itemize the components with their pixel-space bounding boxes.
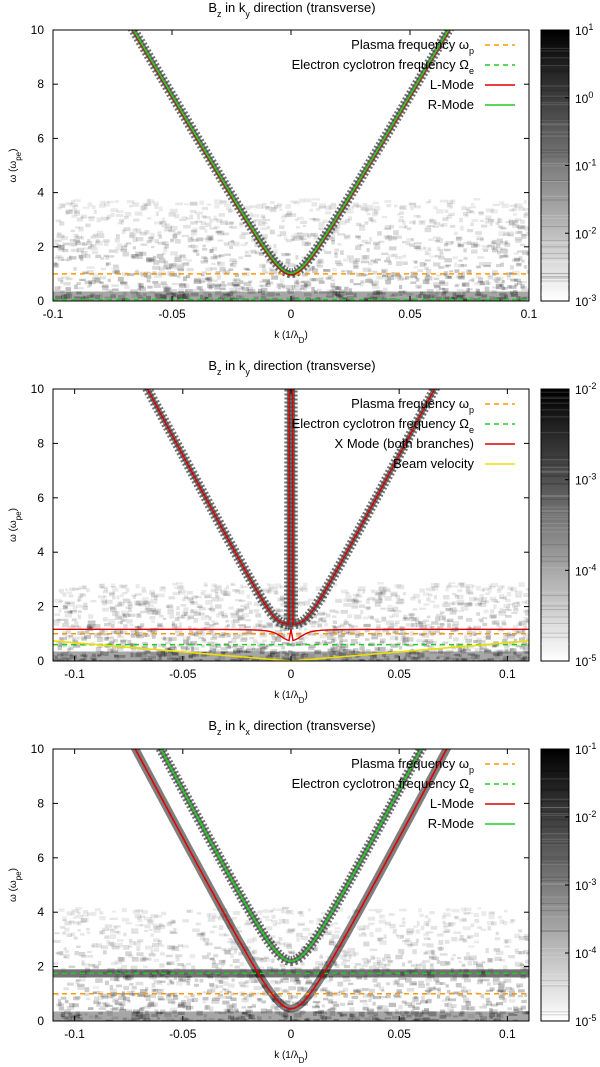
x-tick-label: 0.1 xyxy=(499,1027,516,1041)
theory-lines xyxy=(53,389,529,661)
y-tick-label: 8 xyxy=(37,436,44,450)
colorbar-tick-label: 10-1 xyxy=(575,741,596,757)
colorbar-tick-label: 10-5 xyxy=(575,1013,596,1029)
x-tick-label: 0 xyxy=(288,667,295,681)
chart-panel-1: -0.1 -0.05 0 0.05 0.1 0 2 4 6 8 10 Bz in ky directi… xyxy=(8,0,596,345)
y-tick-label: 6 xyxy=(37,131,44,145)
y-tick-label: 2 xyxy=(37,240,44,254)
y-tick-label: 4 xyxy=(37,186,44,200)
colorbar-tick-label: 10-1 xyxy=(575,158,596,174)
x-tick-label: 0.05 xyxy=(388,1027,412,1041)
y-tick-label: 8 xyxy=(37,796,44,810)
y-tick-label: 0 xyxy=(37,654,44,668)
colorbar-tick-label: 10-4 xyxy=(575,945,596,961)
x-tick-label: -0.1 xyxy=(64,667,85,681)
y-tick-label: 6 xyxy=(37,491,44,505)
legend-label: L-Mode xyxy=(430,796,474,811)
chart-panel-2: -0.1 -0.05 0 0.05 0.1 0 2 4 6 8 10 Bz in ky directi… xyxy=(8,358,596,705)
heatmap xyxy=(53,30,529,301)
legend-label: Electron cyclotron frequency Ωe xyxy=(292,57,474,76)
x-tick-label: -0.1 xyxy=(64,1027,85,1041)
x-tick-label: 0.1 xyxy=(499,667,516,681)
colorbar-tick-label: 10-5 xyxy=(575,653,596,669)
colorbar-tick-label: 10-2 xyxy=(575,225,596,241)
series-l-mode xyxy=(134,749,448,1010)
colorbar-tick-label: 10-4 xyxy=(575,562,596,578)
x-axis-label: k (1/λD) xyxy=(274,690,308,705)
theory-lines xyxy=(53,749,529,1010)
y-tick-label: 4 xyxy=(37,545,44,559)
y-axis-label: ω (ωpe) xyxy=(8,149,23,183)
colorbar-tick-label: 10-2 xyxy=(575,381,596,397)
x-tick-label: 0.05 xyxy=(388,667,412,681)
colorbar-tick-label: 10-3 xyxy=(575,293,596,309)
y-tick-label: 0 xyxy=(37,294,44,308)
y-axis-label: ω (ωpe) xyxy=(8,508,23,542)
chart-panel-3: -0.1 -0.05 0 0.05 0.1 0 2 4 6 8 10 Bz in kx directi… xyxy=(8,718,596,1065)
y-tick-label: 0 xyxy=(37,1014,44,1028)
chart-title: Bz in kx direction (transverse) xyxy=(208,718,375,737)
y-tick-label: 10 xyxy=(31,742,45,756)
y-tick-label: 10 xyxy=(31,23,45,37)
legend-label: X Mode (both branches) xyxy=(335,436,474,451)
legend-label: Plasma frequency ωp xyxy=(351,396,474,415)
legend-label: Electron cyclotron frequency Ωe xyxy=(292,416,474,435)
series-x-mode-both-branches-lower xyxy=(53,628,529,642)
colorbar-tick-label: 10-3 xyxy=(575,877,596,893)
y-tick-label: 2 xyxy=(37,960,44,974)
legend-label: R-Mode xyxy=(428,97,474,112)
chart-title: Bz in ky direction (transverse) xyxy=(208,358,375,377)
x-tick-label: -0.05 xyxy=(158,307,186,321)
x-tick-label: 0.05 xyxy=(398,307,422,321)
colorbar xyxy=(540,29,570,302)
y-tick-label: 10 xyxy=(31,382,45,396)
x-axis-label: k (1/λD) xyxy=(274,1050,308,1065)
y-tick-label: 2 xyxy=(37,600,44,614)
x-tick-label: 0 xyxy=(288,307,295,321)
y-axis-label: ω (ωpe) xyxy=(8,868,23,902)
x-tick-label: -0.1 xyxy=(43,307,64,321)
y-tick-label: 4 xyxy=(37,905,44,919)
plot-area xyxy=(53,30,529,301)
colorbar xyxy=(540,388,570,662)
x-tick-label: -0.05 xyxy=(169,1027,197,1041)
series-r-mode xyxy=(159,749,423,962)
colorbar-tick-label: 10-2 xyxy=(575,809,596,825)
colorbar xyxy=(540,748,570,1022)
chart-title: Bz in ky direction (transverse) xyxy=(208,0,375,19)
y-tick-label: 6 xyxy=(37,851,44,865)
series-r-mode xyxy=(132,30,450,275)
colorbar-tick-label: 101 xyxy=(575,22,593,38)
x-axis-label: k (1/λD) xyxy=(274,330,308,345)
series-beam-velocity xyxy=(53,640,529,661)
colorbar-tick-label: 10-3 xyxy=(575,472,596,488)
legend-label: Plasma frequency ωp xyxy=(351,37,474,56)
x-tick-label: 0.1 xyxy=(521,307,538,321)
y-tick-label: 8 xyxy=(37,77,44,91)
legend-label: Plasma frequency ωp xyxy=(351,756,474,775)
legend-label: Electron cyclotron frequency Ωe xyxy=(292,776,474,795)
x-tick-label: -0.05 xyxy=(169,667,197,681)
legend-label: Beam velocity xyxy=(393,456,474,471)
colorbar-tick-label: 100 xyxy=(575,90,593,106)
legend-label: R-Mode xyxy=(428,816,474,831)
legend-label: L-Mode xyxy=(430,77,474,92)
x-tick-label: 0 xyxy=(288,1027,295,1041)
series-l-mode xyxy=(131,30,451,276)
